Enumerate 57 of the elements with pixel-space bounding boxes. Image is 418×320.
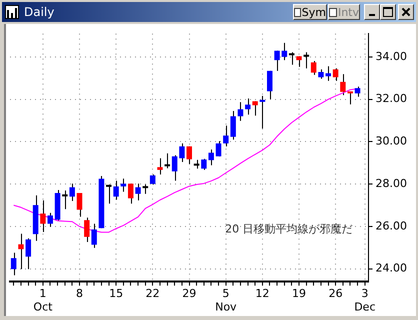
x-tick-label: 26: [328, 287, 343, 300]
candlestick: [347, 91, 353, 105]
x-tick-label: 22: [146, 287, 160, 300]
candlestick: [223, 125, 229, 147]
candlestick: [150, 174, 156, 186]
candlestick: [332, 68, 338, 82]
candlestick: [128, 183, 134, 204]
x-tick-label: 3 Dec: [354, 287, 376, 314]
annotation: 20 日移動平均線が邪魔だ: [225, 222, 353, 236]
candlestick: [26, 238, 32, 270]
candlestick: [47, 212, 53, 228]
x-tick-label: 12: [255, 287, 270, 300]
candlestick: [91, 223, 97, 248]
x-tick-label: 5 Nov: [215, 287, 238, 314]
x-tick-label: 8: [76, 287, 84, 300]
x-tick-label: 19: [292, 287, 306, 300]
candlestick: [245, 98, 251, 116]
candlestick: [230, 110, 236, 140]
x-tick-label: 15: [109, 287, 124, 300]
candlestick: [106, 184, 112, 204]
candlestick: [18, 233, 24, 270]
candlestick: [164, 152, 170, 169]
candlestick: [260, 95, 266, 130]
x-tick-label: 1 Oct: [33, 287, 54, 314]
candlestick: [186, 146, 192, 164]
candlestick: [216, 140, 222, 157]
candlestick: [142, 184, 148, 194]
checkbox-button: Intv: [328, 4, 360, 20]
checkbox-button: Sym: [293, 4, 327, 20]
candlestick: [252, 100, 258, 116]
y-tick-label: 26.00: [376, 219, 408, 232]
candlestick: [208, 149, 214, 166]
candlestick: [318, 68, 324, 80]
y-tick-label: 28.00: [376, 176, 408, 190]
candlestick: [84, 217, 90, 242]
candlestick: [62, 190, 68, 210]
candlestick: [310, 60, 316, 76]
candlestick: [10, 252, 16, 276]
candlestick: [304, 52, 310, 69]
candlestick: [157, 158, 163, 176]
candlestick: [340, 74, 346, 96]
candlestick: [40, 200, 46, 232]
candlestick: [354, 86, 360, 98]
candlestick: [69, 183, 75, 202]
candlestick: [76, 192, 82, 218]
candlestick: [238, 102, 244, 122]
candlestick: [288, 52, 294, 66]
y-tick-label: 30.00: [376, 134, 408, 148]
candlestick: [326, 66, 332, 82]
y-tick-label: 32.00: [376, 92, 408, 106]
candlestick: [120, 178, 126, 192]
candlestick: [266, 70, 272, 100]
y-tick-label: 24.00: [376, 262, 408, 275]
candlestick: [113, 180, 119, 200]
y-tick-label: 34.00: [376, 50, 408, 63]
x-tick-label: 29: [182, 287, 196, 300]
chart-title: Daily: [24, 5, 56, 19]
